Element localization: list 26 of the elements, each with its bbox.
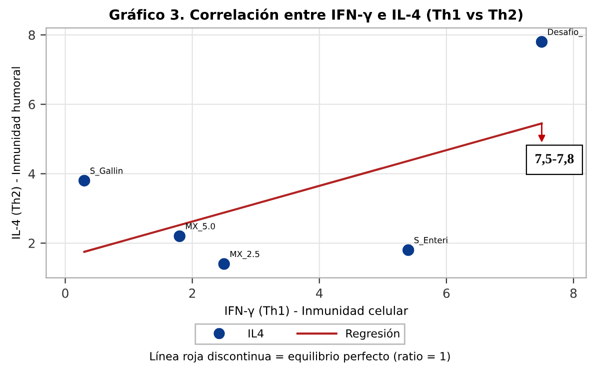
annotation: Desafio_ [548, 28, 583, 37]
annotation: 7,5-7,8 [536, 154, 574, 166]
y-tick-label: 2 [28, 238, 35, 248]
text: Línea roja discontinua = equilibrio perfecto (ratio = 1) [150, 351, 450, 363]
point [174, 230, 186, 242]
x-tick-label: 2 [189, 288, 196, 298]
x-axis-title: IFN-γ (Th1) - Inmunidad celular [225, 306, 408, 318]
point [402, 244, 414, 256]
x-tick-label: 8 [570, 288, 577, 298]
x-tick-label: 0 [62, 288, 68, 298]
x-tick-label: 6 [443, 288, 450, 298]
y-tick-label: 6 [28, 100, 35, 110]
chart-title: Gráfico 3. Correlación entre IFN-γ e IL-4 (Th1 vs Th2) [110, 8, 522, 23]
legend-label: IL4 [248, 329, 264, 338]
y-tick-label: 8 [28, 30, 35, 40]
point [536, 36, 548, 48]
annotation: MX_5.0 [186, 223, 215, 232]
point [218, 258, 230, 270]
annotation: S_Gallin [90, 167, 122, 176]
annotation: S_Enteri [414, 236, 448, 246]
y-tick-label: 4 [28, 169, 36, 178]
annotation: MX_2.5 [230, 250, 260, 259]
x-tick-label: 4 [316, 288, 323, 298]
legend-label: Regresión [346, 328, 400, 340]
y-axis-title: IL-4 (Th2) - Inmunidad humoral [12, 67, 22, 239]
point [78, 174, 90, 187]
